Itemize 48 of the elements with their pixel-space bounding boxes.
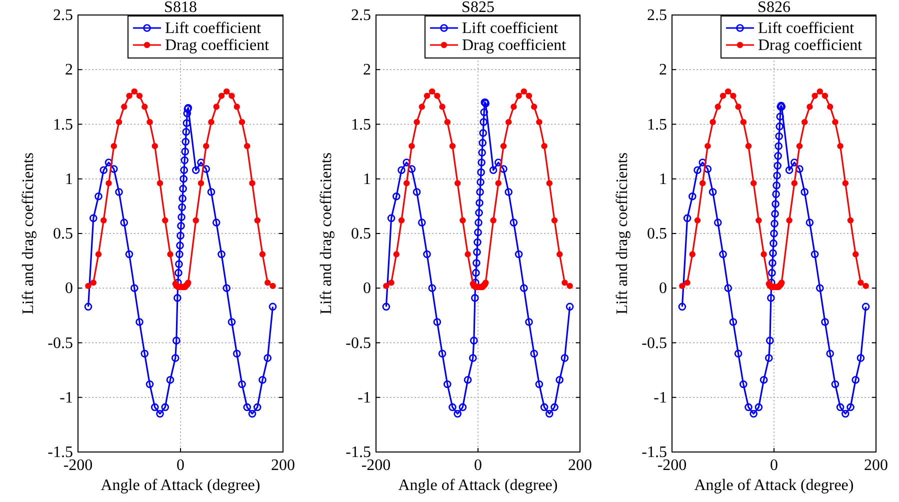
y-tick-label: 2 xyxy=(363,62,371,79)
x-tick-label: 200 xyxy=(271,457,295,474)
y-tick-label: 2 xyxy=(659,62,667,79)
x-tick-label: 0 xyxy=(176,457,184,474)
x-tick-label: 0 xyxy=(474,457,482,474)
y-tick-label: -1 xyxy=(654,389,667,406)
chart-title: S825 xyxy=(462,0,494,16)
y-tick-label: -1 xyxy=(358,389,371,406)
y-axis-title: Lift and drag coefficients xyxy=(614,152,631,314)
legend-label: Drag coefficient xyxy=(165,37,270,54)
x-tick-label: -200 xyxy=(63,457,93,474)
y-tick-label: 2 xyxy=(65,62,73,79)
chart-title: S826 xyxy=(758,0,790,16)
y-tick-label: 0.5 xyxy=(351,226,371,242)
x-axis-title: Angle of Attack (degree) xyxy=(100,477,260,494)
y-tick-label: 2.5 xyxy=(351,7,371,24)
y-tick-label: 0.5 xyxy=(647,226,667,242)
y-tick-label: 1.5 xyxy=(53,116,73,134)
x-axis-title: Angle of Attack (degree) xyxy=(694,477,854,494)
x-axis-title: Angle of Attack (degree) xyxy=(398,477,558,494)
x-tick-label: -200 xyxy=(361,457,391,474)
legend-label: Drag coefficient xyxy=(462,37,567,54)
y-tick-label: 1 xyxy=(363,170,371,188)
y-tick-label: 0 xyxy=(659,280,667,298)
x-tick-label: 0 xyxy=(770,457,778,474)
legend-label: Lift coefficient xyxy=(758,20,855,37)
x-tick-label: -200 xyxy=(657,457,687,474)
chart-title: S818 xyxy=(164,0,197,16)
y-tick-label: 1.5 xyxy=(647,116,667,134)
y-tick-label: 1.5 xyxy=(351,116,371,134)
y-tick-label: -0.5 xyxy=(48,334,73,352)
y-tick-label: -1 xyxy=(60,389,73,406)
y-tick-label: -0.5 xyxy=(346,334,371,352)
legend-label: Lift coefficient xyxy=(462,20,559,37)
x-tick-label: 200 xyxy=(864,457,888,474)
y-tick-label: 1 xyxy=(659,170,667,188)
y-tick-label: 0.5 xyxy=(53,226,73,242)
y-tick-label: 1 xyxy=(65,170,73,188)
y-tick-label: 0 xyxy=(363,280,371,298)
y-tick-label: 0 xyxy=(65,280,73,298)
y-axis-title: Lift and drag coefficients xyxy=(20,152,37,314)
y-tick-label: 2.5 xyxy=(647,7,667,24)
y-tick-label: 2.5 xyxy=(53,7,73,24)
y-axis-title: Lift and drag coefficients xyxy=(318,152,335,314)
y-tick-label: -0.5 xyxy=(642,334,667,352)
x-tick-label: 200 xyxy=(568,457,592,474)
legend-label: Lift coefficient xyxy=(165,20,262,37)
legend-label: Drag coefficient xyxy=(758,37,863,54)
